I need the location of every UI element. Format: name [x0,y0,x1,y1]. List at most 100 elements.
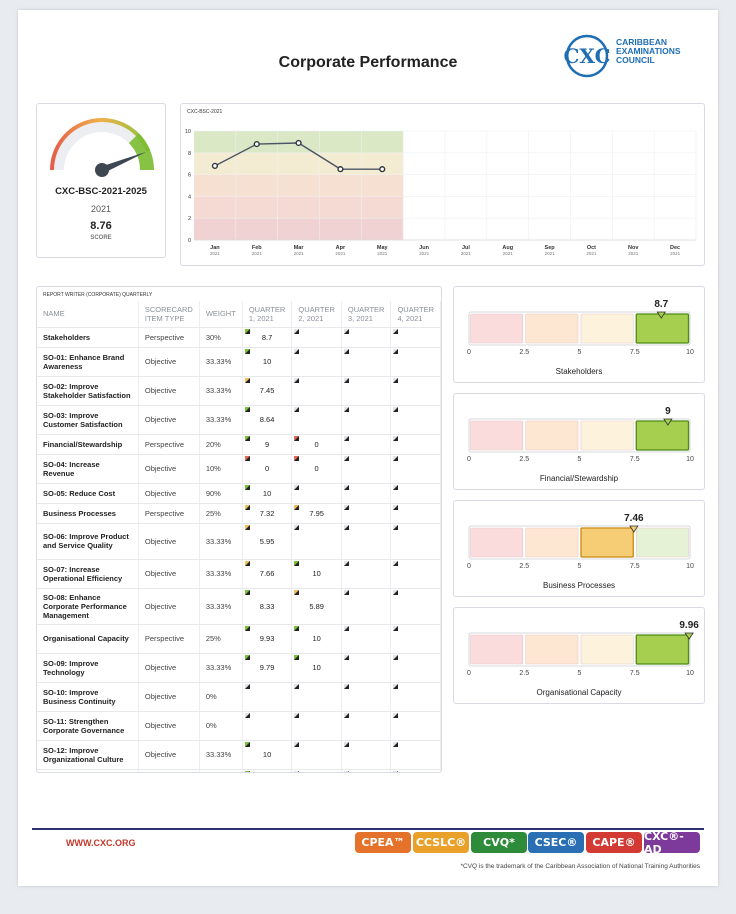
bar-card-title: Business Processes [542,581,616,590]
row-item-type: Perspective [138,434,200,455]
col-header-type: SCORECARD ITEM TYPE [138,301,200,328]
status-flag-icon [393,406,399,412]
table-row: SO-07: Increase Operational Efficiency Ob… [37,559,441,589]
bar-tick-label: 2.5 [519,349,529,356]
perspective-bar-card: 8.7 0 2.5 5 7.5 10 Stakeholders [453,286,705,383]
row-name: SO-12: Improve Organizational Culture [37,740,139,770]
row-weight: 20% [199,434,243,455]
row-quarter-1-score: 10 [242,483,293,504]
score-gauge-card: CXC-BSC-2021-2025 2021 8.76 SCORE [36,103,166,258]
row-quarter-4-score [390,769,441,772]
row-name: Business Processes [37,503,139,524]
row-quarter-4-score [390,327,441,348]
table-row: Stakeholders Perspective 30% 8.7 [37,327,441,348]
row-quarter-4-score [390,376,441,406]
gauge-needle [100,151,147,174]
row-quarter-2-score: 5.89 [291,588,342,625]
status-flag-icon [294,406,300,412]
row-quarter-4-score [390,682,441,712]
quarter-value: 5.95 [259,536,275,546]
status-flag-icon [393,683,399,689]
bar-tick-label: 10 [686,456,694,463]
status-flag-icon [244,348,250,354]
status-flag-icon [393,625,399,631]
row-quarter-1-score: 10 [242,347,293,377]
trend-chart-label: CXC-BSC-2021 [187,109,223,115]
value-marker-icon [684,632,694,640]
status-flag-icon [294,455,300,461]
table-row: SO-05: Reduce Cost Objective 90% 10 [37,483,441,504]
row-quarter-2-score [291,740,342,770]
quarter-value: 9 [265,439,270,449]
status-flag-icon [294,654,300,660]
row-quarter-1-score: 7.45 [242,376,293,406]
row-quarter-4-score [390,503,441,524]
status-flag-icon [244,741,250,747]
row-quarter-3-score [341,405,392,435]
status-flag-icon [343,683,349,689]
footer-url[interactable]: WWW.CXC.ORG [66,838,136,848]
bar-tick-label: 5 [578,349,582,356]
row-quarter-3-score [341,523,392,560]
bar-band-2 [580,634,634,665]
bar-tick-label: 2.5 [519,456,529,463]
quarter-value: 7.95 [309,508,324,518]
x-tick-sublabel: 2021 [670,251,681,256]
perspective-bar-chart: 9 0 2.5 5 7.5 10 [467,406,694,463]
status-flag-icon [393,377,399,383]
bar-tick-label: 0 [467,349,471,356]
x-tick-sublabel: 2021 [210,251,221,256]
row-quarter-2-score [291,347,342,377]
table-row: SO-12: Improve Organizational Culture Obj… [37,740,441,770]
status-flag-icon [244,504,250,510]
quarter-value: 9.79 [259,663,275,672]
value-marker-icon [663,418,673,426]
row-quarter-4-score [390,624,441,654]
scorecard-table: NAME SCORECARD ITEM TYPE WEIGHT QUARTER … [37,301,441,772]
table-row: SO-11: Strengthen Corporate Governance Ob… [37,711,441,741]
table-row: SO-06: Improve Product and Service Quali… [37,523,441,560]
exam-badge-2: CVQ* [471,832,527,853]
status-flag-icon [393,589,399,595]
row-name: SO-03: Improve Customer Satisfaction [37,405,139,435]
row-weight: 33.33% [199,559,243,589]
quarter-value: 8.64 [259,415,275,424]
trend-band-1 [194,152,404,175]
gauge-score: 8.76 [90,220,112,232]
svg-text:CXC: CXC [563,44,610,68]
status-flag-icon [393,741,399,747]
x-tick-label: Jul [462,245,470,251]
status-flag-icon [294,484,300,490]
table-row: SO-13: Improve Knowledge, Skills, and At… [37,769,441,772]
col-header-q3: QUARTER 3, 2021 [341,301,392,328]
bar-band-0 [470,527,524,558]
status-flag-icon [343,435,349,441]
row-item-type: Objective [138,682,200,712]
x-tick-sublabel: 2021 [461,251,472,256]
status-flag-icon [393,484,399,490]
score-gauge [50,117,154,177]
page-title: Corporate Performance [278,54,458,71]
quarter-value: 10 [262,750,272,759]
row-item-type: Objective [138,769,200,772]
status-flag-icon [343,484,349,490]
bar-band-0 [470,313,524,344]
row-quarter-1-score: 9.79 [242,653,293,683]
row-weight: 90% [199,483,243,504]
exam-badge-1: CCSLC® [413,832,469,853]
row-quarter-1-score: 9.93 [242,624,293,654]
status-flag-icon [294,683,300,689]
bar-tick-label: 2.5 [519,670,529,677]
row-quarter-1-score: 7.66 [242,559,293,589]
y-tick-label: 10 [185,129,191,135]
row-quarter-3-score [341,503,392,524]
quarter-value: 10 [312,663,321,672]
trend-band-2 [194,174,404,197]
gauge-year: 2021 [90,204,112,214]
x-tick-sublabel: 2021 [545,251,556,256]
row-quarter-3-score [341,653,392,683]
exam-badge-4: CAPE® [586,832,642,853]
bar-tick-label: 0 [467,563,471,570]
bar-frame [468,632,691,667]
row-item-type: Objective [138,483,200,504]
